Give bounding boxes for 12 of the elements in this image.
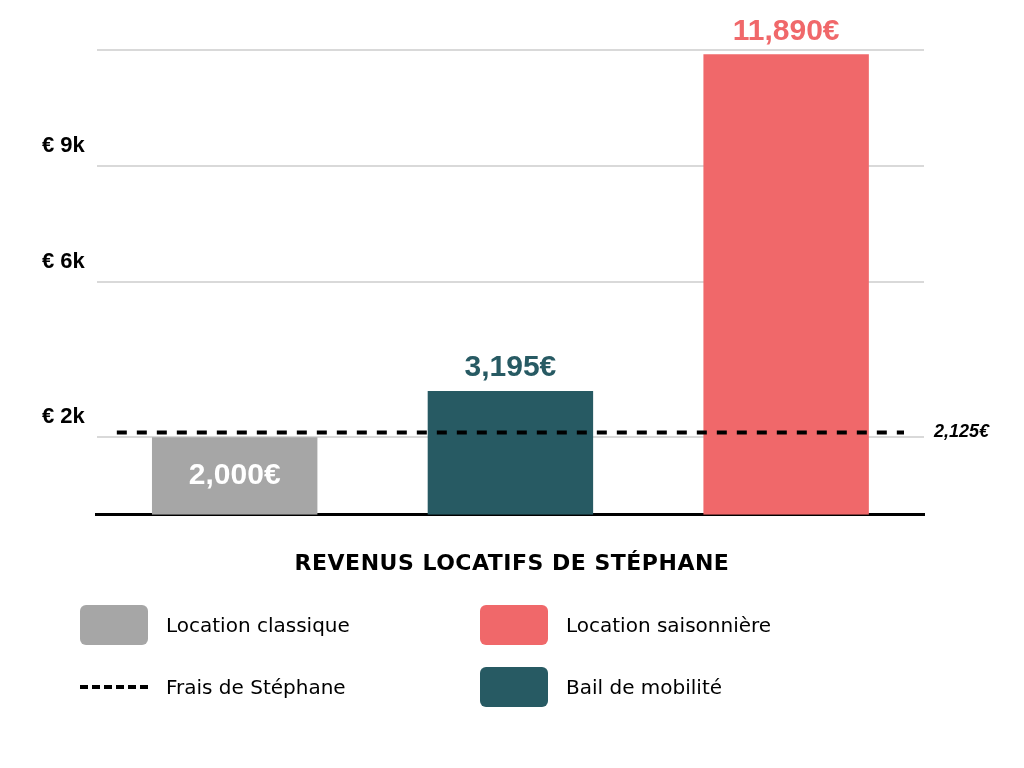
y-tick-label: € 6k [41,248,86,274]
y-tick-label: € 9k [41,132,86,158]
legend-label: Location classique [166,613,350,637]
data-label: 2,000€ [188,457,281,491]
ref-line-label: 2,125€ [933,421,991,442]
text: REVENUS LOCATIFS DE STÉPHANE [293,550,731,575]
data-label: 3,195€ [464,349,557,383]
legend-label: Bail de mobilité [566,675,723,699]
y-tick-label: € 2k [41,403,86,429]
data-label: 11,890€ [732,12,840,46]
legend-label: Location saisonnière [566,613,772,637]
text: Frais de Stéphane [166,675,346,699]
